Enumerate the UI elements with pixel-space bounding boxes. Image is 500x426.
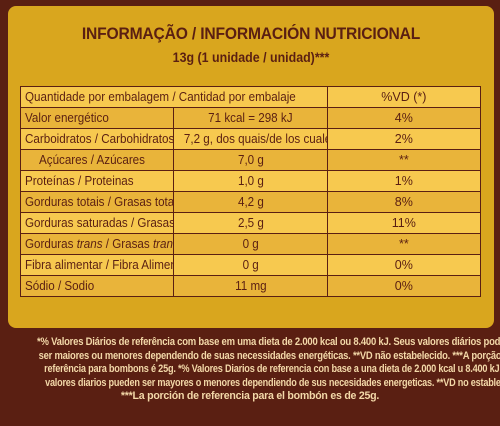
footnote-line: ser maiores ou menores dependendo de sua… — [38, 349, 500, 362]
row-amount: 0 g — [173, 254, 328, 276]
row-amount: 0 g — [173, 233, 328, 255]
row-amount: 7,2 g, dos quais/de los cuales: — [173, 128, 328, 150]
row-dv: 4% — [326, 107, 482, 129]
table-row: Valor energético 71 kcal = 298 kJ 4% — [19, 107, 482, 129]
row-dv: 8% — [326, 191, 482, 213]
header-quantity-label: Quantidade por embalagem / Cantidad por … — [20, 86, 328, 108]
footnote: *% Valores Diários de referência com bas… — [12, 336, 500, 404]
header-dv-label: %VD (*) — [326, 86, 482, 108]
table-row: Gorduras saturadas / Grasas saturadas 2,… — [19, 212, 482, 234]
footnote-line: *% Valores Diários de referência com bas… — [36, 336, 500, 348]
nutrition-panel: INFORMAÇÃO / INFORMACIÓN NUTRICIONAL 13g… — [8, 6, 494, 328]
table-row: Carboidratos / Carbohidratos 7,2 g, dos … — [19, 128, 482, 150]
row-label: Gorduras trans / Grasas trans — [19, 233, 175, 255]
row-amount: 1,0 g — [173, 170, 328, 192]
nutrition-title: INFORMAÇÃO / INFORMACIÓN NUTRICIONAL — [81, 24, 421, 43]
row-dv: 2% — [326, 128, 482, 150]
table-header-row: Quantidade por embalagem / Cantidad por … — [20, 86, 482, 108]
row-dv: 0% — [326, 275, 482, 297]
row-label: Carboidratos / Carbohidratos — [19, 128, 175, 150]
row-dv: 11% — [326, 212, 482, 234]
nutrition-table: Quantidade por embalagem / Cantidad por … — [19, 86, 482, 297]
row-label: Gorduras saturadas / Grasas saturadas — [19, 212, 175, 234]
row-label: Sódio / Sodio — [19, 275, 175, 297]
table-row: Açúcares / Azúcares 7,0 g ** — [19, 149, 482, 171]
table-row: Sódio / Sodio 11 mg 0% — [19, 275, 482, 297]
row-dv: ** — [326, 149, 482, 171]
row-amount: 11 mg — [173, 275, 328, 297]
serving-size: 13g (1 unidade / unidad)*** — [172, 50, 330, 65]
row-dv: 0% — [326, 254, 482, 276]
row-label: Açúcares / Azúcares — [19, 149, 175, 171]
row-label: Valor energético — [19, 107, 175, 129]
table-row: Gorduras totais / Grasas totales 4,2 g 8… — [19, 191, 482, 213]
row-label: Gorduras totais / Grasas totales — [19, 191, 175, 213]
table-row: Proteínas / Proteinas 1,0 g 1% — [19, 170, 482, 192]
row-amount: 71 kcal = 298 kJ — [173, 107, 328, 129]
table-row: Fibra alimentar / Fibra Alimentaria 0 g … — [19, 254, 482, 276]
row-label: Proteínas / Proteinas — [19, 170, 175, 192]
footnote-line: ***La porción de referencia para el bomb… — [120, 390, 380, 403]
footnote-line: referência para bombons é 25g. *% Valore… — [44, 363, 500, 376]
row-amount: 4,2 g — [173, 191, 328, 213]
row-dv: 1% — [326, 170, 482, 192]
row-label: Fibra alimentar / Fibra Alimentaria — [19, 254, 175, 276]
row-amount: 2,5 g — [173, 212, 328, 234]
row-dv: ** — [326, 233, 482, 255]
row-amount: 7,0 g — [173, 149, 328, 171]
table-row: Gorduras trans / Grasas trans 0 g ** — [19, 233, 482, 255]
footnote-line: valores diarios pueden ser mayores o men… — [45, 376, 500, 389]
